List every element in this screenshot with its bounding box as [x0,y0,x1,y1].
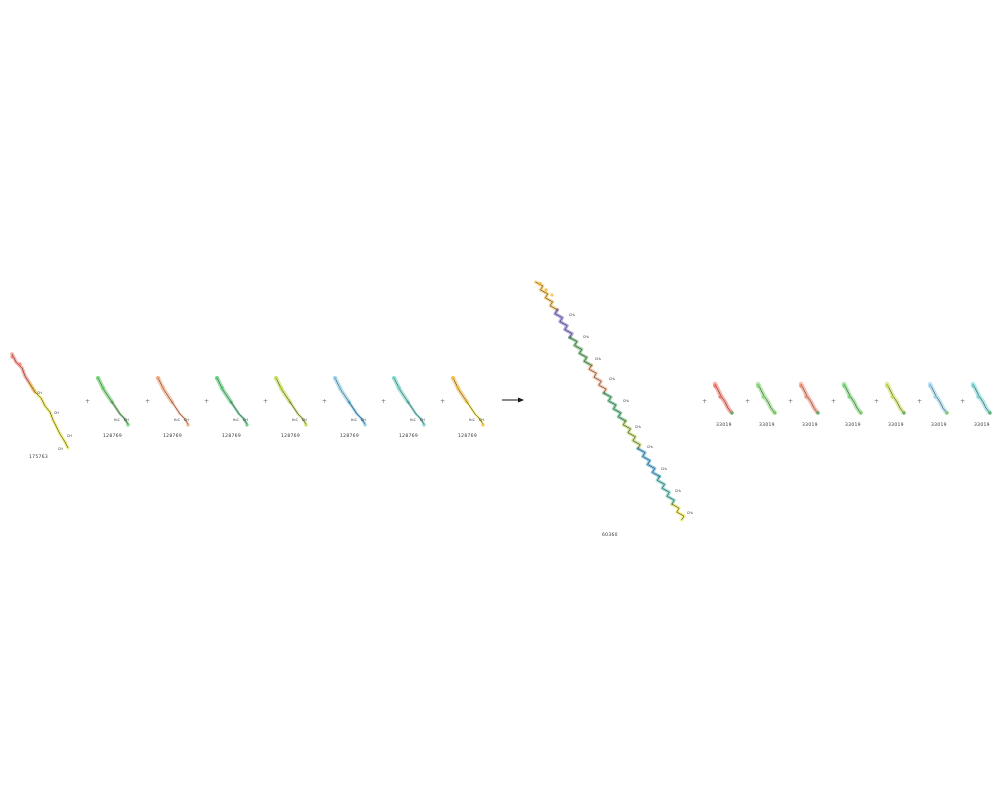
atom-label: CH₃ [609,377,616,381]
atom-label: CH₃ [635,425,642,429]
atom-label: CH [361,418,366,422]
product-chain: CH₃ CH₃ CH₃ CH₃ CH₃ CH₃ CH₃ CH₃ CH₃ CH₃ [533,280,694,522]
product-molecule-main: CH₃ CH₃ CH₃ CH₃ CH₃ CH₃ CH₃ CH₃ CH₃ CH₃ 60360 [533,280,694,538]
byproducts-row: +33019 +33019 +33019 +33019 +33019 +33019 +330… [702,381,992,428]
atom-label: H₂C [174,418,181,422]
reactant-molecule-6: H₂C CH 128769 [332,375,367,439]
atom-label: CH [67,434,72,438]
atom-label: CH₃ [583,335,590,339]
plus-sign: + [960,398,965,405]
reactant-molecule-5: H₂C CH 128769 [273,375,308,439]
atom-label: CH [54,411,59,415]
plus-sign: + [874,398,879,405]
plus-sign: + [263,398,268,405]
plus-sign: + [322,398,327,405]
molecule-id-label: 128769 [399,433,418,439]
plus-sign: + [745,398,750,405]
atom-label: CH [420,418,425,422]
plus-sign: + [917,398,922,405]
atom-label: H₂C [292,418,299,422]
molecule-id-label: 128769 [222,433,241,439]
atom-label: CH [37,391,42,395]
atom-label: CH [302,418,307,422]
molecule-id-label: 175763 [29,454,48,460]
byproduct-molecule-5: 33019 [884,381,906,428]
byproduct-molecule-2: 33019 [755,381,777,428]
molecule-id-label: 33019 [974,422,990,428]
molecule-id-label: 128769 [163,433,182,439]
molecule-id-label: 128769 [340,433,359,439]
molecule-id-label: 33019 [931,422,947,428]
reactant-molecule-1: CH CH CH CH 175763 [10,352,72,460]
atom-label: CH₃ [687,511,694,515]
plus-sign: + [831,398,836,405]
atom-label: H₂C [351,418,358,422]
reactant-molecule-8: H₂C CH 128769 [450,375,485,439]
atom-label: CH [58,447,63,451]
atom-label: CH [479,418,484,422]
byproduct-molecule-4: 33019 [841,381,863,428]
plus-sign: + [204,398,209,405]
atom-label: CH₃ [647,445,654,449]
atom-label: CH [184,418,189,422]
atom-label: CH [124,418,129,422]
atom-label: CH₃ [569,313,576,317]
plus-sign: + [702,398,707,405]
reactant-molecule-4: H₂C CH 128769 [214,375,249,439]
reaction-arrow [502,397,524,403]
atom-label: CH₃ [675,489,682,493]
molecule-id-label: 33019 [802,422,818,428]
reactant-molecule-2: H₂C CH 128769 [95,375,130,439]
atom-label: CH [243,418,248,422]
plus-sign: + [145,398,150,405]
plus-sign: + [381,398,386,405]
byproduct-molecule-1: 33019 [712,381,734,428]
atom-label: H₂C [233,418,240,422]
molecule-id-label: 33019 [716,422,732,428]
byproduct-molecule-6: 33019 [927,381,949,428]
plus-sign: + [788,398,793,405]
molecule-id-label: 128769 [458,433,477,439]
byproduct-molecule-3: 33019 [798,381,820,428]
atom-label: H₂C [469,418,476,422]
atom-label: CH₃ [623,399,630,403]
plus-sign: + [440,398,445,405]
reactant-molecule-3: H₂C CH 128769 [155,375,190,439]
reactant-molecule-7: H₂C CH 128769 [391,375,426,439]
molecule-id-label: 33019 [845,422,861,428]
atom-label: H₂C [114,418,121,422]
molecule-id-label: 128769 [103,433,122,439]
molecule-id-label: 128769 [281,433,300,439]
molecule-id-label: 33019 [888,422,904,428]
byproduct-molecule-7: 33019 [970,381,992,428]
atom-label: H₂C [410,418,417,422]
atom-label: CH₃ [595,357,602,361]
atom-label: CH₃ [661,467,668,471]
molecule-id-label: 33019 [759,422,775,428]
molecule-id-label: 60360 [602,532,618,538]
plus-sign: + [85,398,90,405]
